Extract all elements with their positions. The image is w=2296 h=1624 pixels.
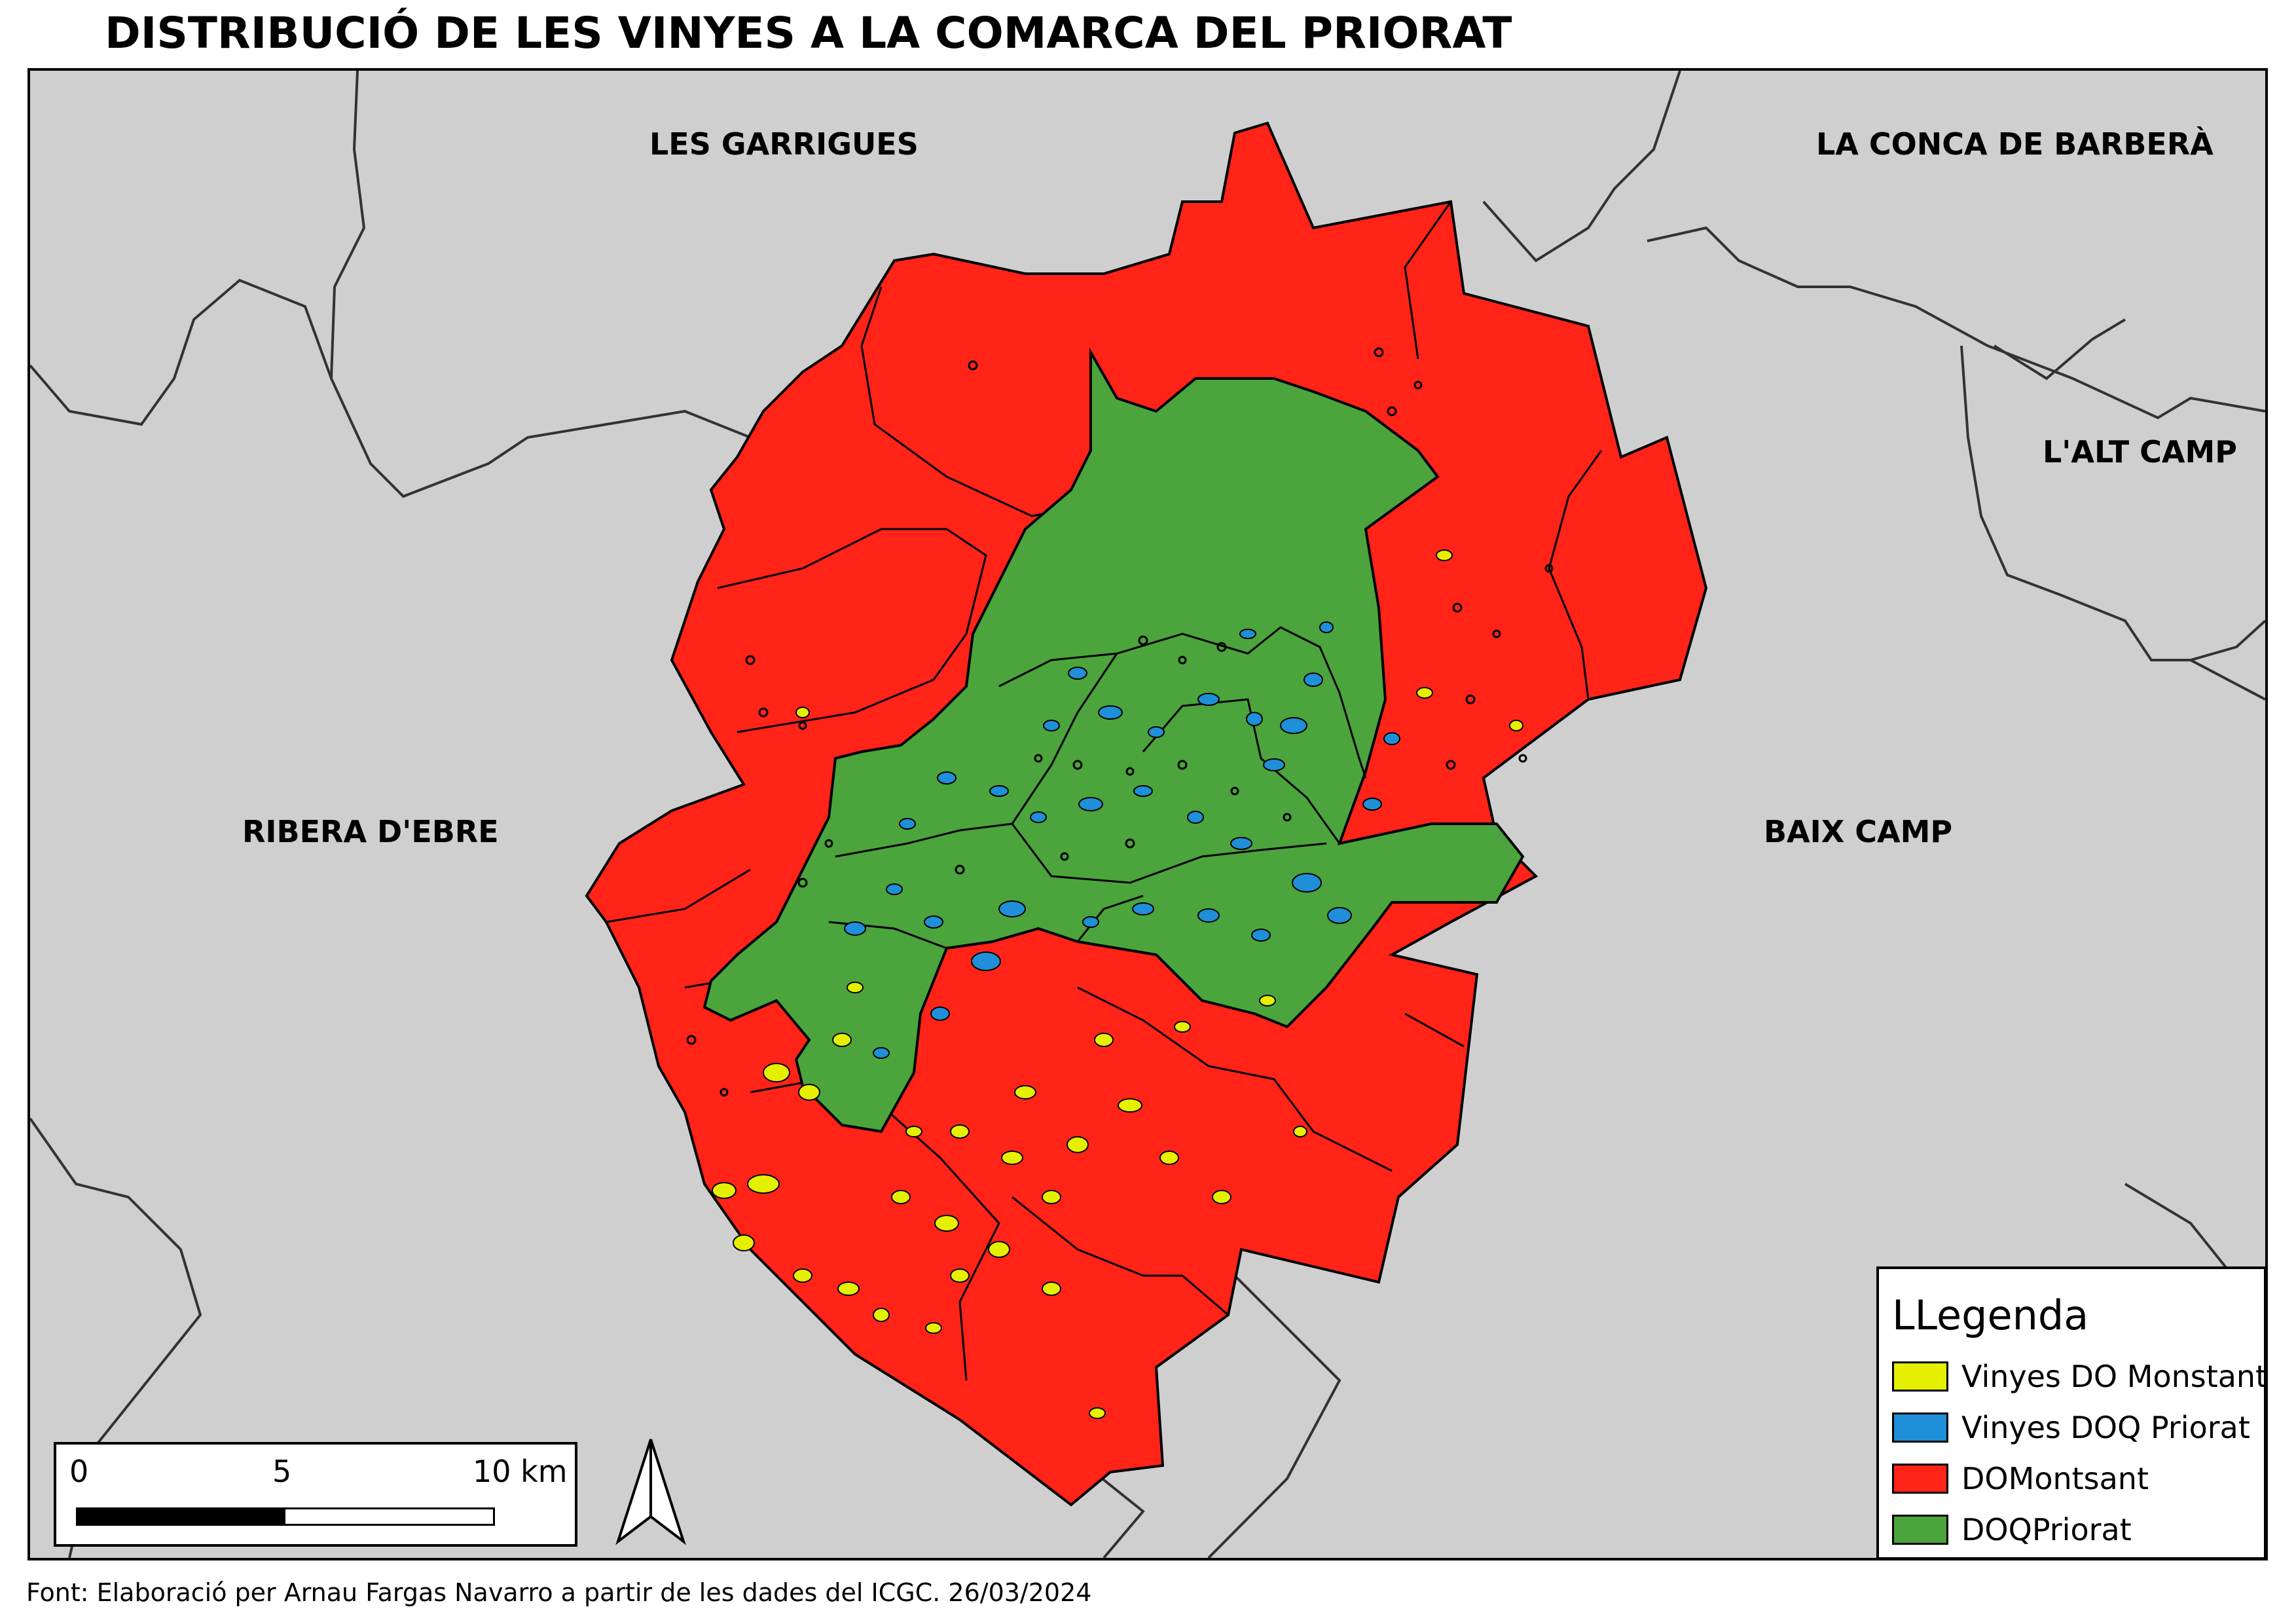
legend-item-vinyes-doq-priorat: Vinyes DOQ Priorat xyxy=(1892,1409,2250,1446)
map-title: DISTRIBUCIÓ DE LES VINYES A LA COMARCA D… xyxy=(105,8,1512,58)
source-note: Font: Elaboració per Arnau Fargas Navarr… xyxy=(26,1578,1092,1607)
label-conca-de-barbera: LA CONCA DE BARBERÀ xyxy=(1816,126,2214,162)
map-canvas[interactable]: LES GARRIGUES LA CONCA DE BARBERÀ L'ALT … xyxy=(30,71,2265,1558)
label-ribera-debre: RIBERA D'EBRE xyxy=(242,814,499,849)
vineyard-outlines xyxy=(686,347,1554,1097)
legend: LLegenda Vinyes DO Monstant Vinyes DOQ P… xyxy=(1876,1266,2268,1558)
municipal-boundaries-priorat xyxy=(828,626,1367,950)
legend-label: DOMontsant xyxy=(1961,1461,2149,1496)
legend-label: Vinyes DOQ Priorat xyxy=(1961,1410,2250,1445)
label-baix-camp: BAIX CAMP xyxy=(1764,814,1952,849)
legend-swatch xyxy=(1892,1412,1948,1443)
legend-title: LLegenda xyxy=(1892,1291,2089,1339)
scale-label-5: 5 xyxy=(272,1454,292,1489)
label-alt-camp: L'ALT CAMP xyxy=(2043,434,2237,470)
north-arrow-icon xyxy=(615,1439,686,1545)
map-frame[interactable]: LES GARRIGUES LA CONCA DE BARBERÀ L'ALT … xyxy=(27,68,2268,1560)
legend-item-doq-priorat: DOQPriorat xyxy=(1892,1511,2132,1548)
legend-swatch xyxy=(1892,1464,1948,1494)
legend-item-vinyes-do-montsant: Vinyes DO Monstant xyxy=(1892,1358,2268,1395)
label-les-garrigues: LES GARRIGUES xyxy=(649,126,919,162)
scale-label-0: 0 xyxy=(69,1454,89,1489)
vineyards-doq-priorat xyxy=(844,621,1400,1059)
scale-bar-graphic xyxy=(76,1507,495,1526)
legend-swatch xyxy=(1892,1515,1948,1545)
doq-priorat-area[interactable] xyxy=(702,347,1525,1134)
legend-item-do-montsant: DOMontsant xyxy=(1892,1460,2149,1497)
scale-segment-black xyxy=(78,1509,285,1524)
scale-label-10: 10 km xyxy=(473,1454,568,1489)
legend-label: DOQPriorat xyxy=(1961,1512,2132,1547)
legend-label: Vinyes DO Monstant xyxy=(1961,1359,2268,1394)
vineyards-do-montsant xyxy=(712,549,1523,1419)
scale-segment-white xyxy=(285,1509,493,1524)
scale-bar: 0 5 10 km xyxy=(54,1442,577,1547)
legend-swatch xyxy=(1892,1361,1948,1392)
